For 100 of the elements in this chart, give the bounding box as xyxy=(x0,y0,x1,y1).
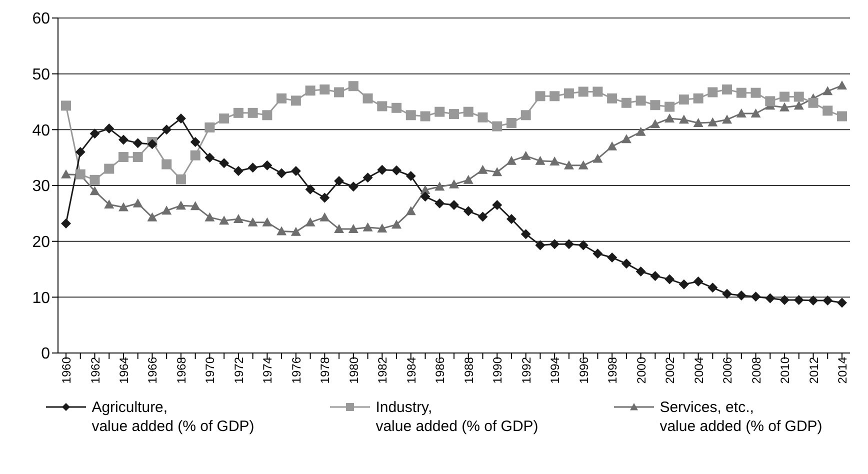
y-tick-label: 60 xyxy=(32,10,50,28)
point xyxy=(621,258,632,269)
point xyxy=(204,212,215,222)
point xyxy=(334,87,344,98)
point xyxy=(808,296,818,306)
point xyxy=(162,124,172,135)
point xyxy=(176,174,186,184)
point xyxy=(765,293,776,304)
x-tick-label: 1994 xyxy=(548,356,562,384)
point xyxy=(650,100,660,110)
point xyxy=(678,94,689,105)
x-tick-label: 1960 xyxy=(60,356,74,384)
x-tick-label: 1968 xyxy=(174,356,188,384)
point xyxy=(550,156,560,166)
point xyxy=(320,84,330,94)
point xyxy=(233,166,244,176)
x-tick-label: 1976 xyxy=(289,356,304,384)
point xyxy=(550,91,560,102)
point xyxy=(176,200,186,210)
legend-label: Industry, value added (% of GDP) xyxy=(376,398,538,436)
x-tick-label: 1998 xyxy=(606,356,620,384)
point xyxy=(61,169,71,178)
point xyxy=(233,214,244,223)
point xyxy=(262,217,272,226)
point xyxy=(463,206,474,216)
point xyxy=(492,200,502,210)
point xyxy=(392,220,402,229)
point xyxy=(305,86,316,96)
x-tick-label: 1962 xyxy=(88,356,102,384)
point xyxy=(636,96,646,106)
point xyxy=(837,111,847,122)
point xyxy=(621,98,632,108)
x-tick-label: 1980 xyxy=(346,356,361,384)
point xyxy=(535,156,546,165)
x-tick-label: 1992 xyxy=(519,356,534,384)
point xyxy=(420,111,430,122)
y-tick-label: 30 xyxy=(32,178,50,196)
point xyxy=(506,214,516,224)
point xyxy=(636,126,646,136)
point xyxy=(276,226,287,236)
point xyxy=(780,294,790,305)
point xyxy=(794,92,804,102)
x-tick-label: 2006 xyxy=(720,356,735,384)
point xyxy=(406,206,416,216)
point xyxy=(449,200,459,210)
point xyxy=(290,166,301,176)
x-tick-label: 1988 xyxy=(462,356,476,384)
point xyxy=(550,239,560,250)
point xyxy=(420,192,430,202)
point xyxy=(233,108,244,118)
point xyxy=(678,114,689,124)
point xyxy=(434,198,445,208)
point xyxy=(320,192,330,203)
point xyxy=(794,294,804,305)
point xyxy=(722,288,732,299)
point xyxy=(162,159,172,170)
point xyxy=(248,217,258,226)
point xyxy=(305,217,316,226)
point xyxy=(320,212,330,222)
point xyxy=(736,108,746,118)
point xyxy=(61,100,71,111)
x-tick-label: 1974 xyxy=(260,356,275,384)
y-tick-label: 50 xyxy=(32,66,50,84)
point xyxy=(822,106,833,116)
x-tick-label: 2002 xyxy=(663,356,678,384)
point xyxy=(722,84,732,94)
point xyxy=(90,174,100,185)
point xyxy=(463,106,474,117)
point xyxy=(406,110,416,120)
point xyxy=(578,240,588,250)
point xyxy=(492,121,502,132)
point xyxy=(592,248,603,259)
point xyxy=(104,199,114,208)
point xyxy=(305,184,316,194)
point xyxy=(564,88,574,98)
point xyxy=(664,102,675,112)
x-tick-label: 2000 xyxy=(634,356,648,384)
point xyxy=(262,160,272,170)
point xyxy=(204,152,215,163)
point xyxy=(808,98,818,108)
legend-label: Services, etc., value added (% of GDP) xyxy=(660,398,822,436)
point xyxy=(822,296,833,306)
point xyxy=(607,93,618,104)
x-tick-label: 2010 xyxy=(778,356,792,384)
point xyxy=(248,162,258,173)
x-tick-label: 2012 xyxy=(806,356,821,384)
point xyxy=(377,164,388,175)
point xyxy=(276,168,287,178)
point xyxy=(132,138,143,148)
y-tick-label: 0 xyxy=(41,346,50,363)
point xyxy=(118,152,128,162)
point xyxy=(406,171,416,182)
point xyxy=(592,86,603,97)
x-tick-label: 1972 xyxy=(232,356,246,384)
x-tick-label: 2008 xyxy=(749,356,764,384)
point xyxy=(520,110,531,120)
point xyxy=(362,93,373,104)
point xyxy=(290,226,301,236)
point xyxy=(478,112,488,122)
point xyxy=(535,91,546,102)
